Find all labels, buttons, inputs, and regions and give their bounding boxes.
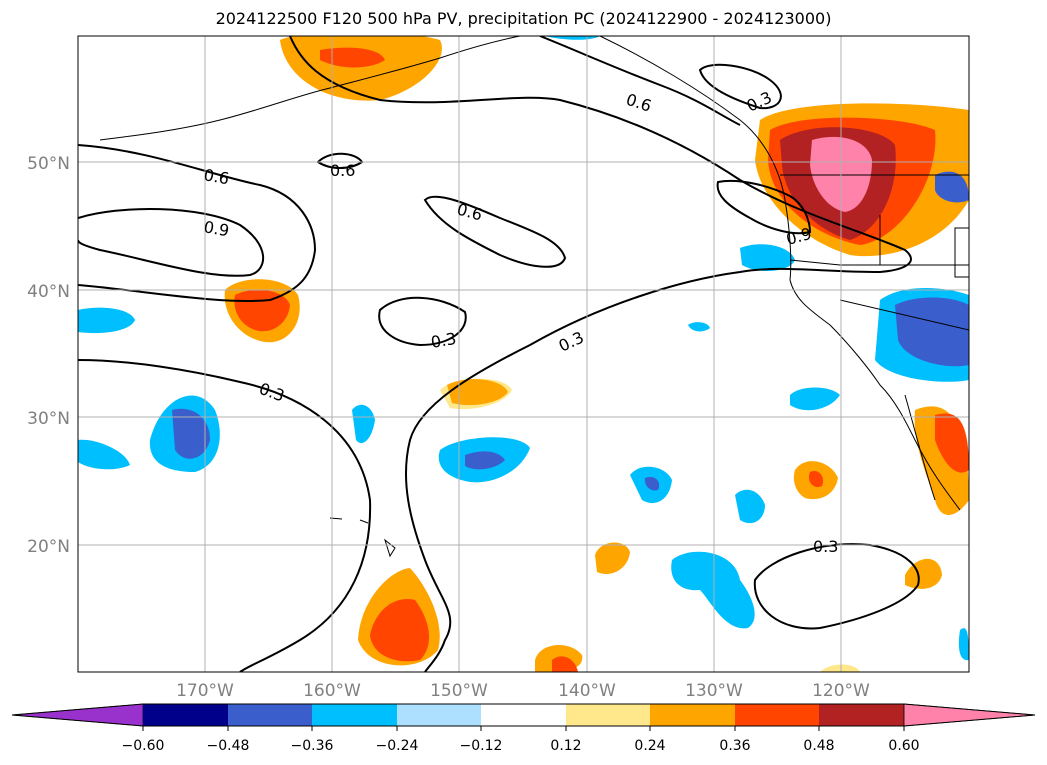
colorbar-segment xyxy=(143,704,228,726)
lon-label: 140°W xyxy=(558,681,616,701)
colorbar-tick-label: 0.48 xyxy=(803,738,834,754)
colorbar-segment xyxy=(312,704,397,726)
colorbar-segment xyxy=(397,704,481,726)
colorbar-extend-max xyxy=(903,703,1036,727)
map-border xyxy=(77,35,970,673)
colorbar-tick-label: −0.24 xyxy=(376,738,419,754)
lon-label: 130°W xyxy=(685,681,743,701)
contour-label: 0.3 xyxy=(813,537,838,556)
lon-label: 170°W xyxy=(176,681,234,701)
lat-label: 30°N xyxy=(27,409,70,429)
longitude-labels: 170°W 160°W 150°W 140°W 130°W 120°W xyxy=(176,681,870,701)
map-panel: 0.6 0.6 0.9 0.6 0.6 0.3 0.9 0.3 0.3 0.3 … xyxy=(77,35,970,673)
colorbar-segment xyxy=(735,704,819,726)
colorbar-tick-label: −0.36 xyxy=(291,738,334,754)
precipitation-shading xyxy=(78,36,969,672)
coastlines xyxy=(99,36,969,558)
colorbar-tick-label: 0.36 xyxy=(719,738,750,754)
colorbar-extend-min xyxy=(11,703,144,727)
lat-label: 50°N xyxy=(27,154,70,174)
lon-label: 160°W xyxy=(303,681,361,701)
contour-label: 0.6 xyxy=(202,165,230,188)
colorbar-tick-label: 0.24 xyxy=(634,738,665,754)
colorbar-segment xyxy=(481,704,566,726)
colorbar-tick-label: 0.12 xyxy=(550,738,581,754)
colorbar-tick-label: −0.60 xyxy=(122,738,165,754)
colorbar-tick-labels: −0.60 −0.48 −0.36 −0.24 −0.12 0.12 0.24 … xyxy=(122,738,920,754)
colorbar-tick-label: 0.60 xyxy=(888,738,919,754)
contour-label: 0.6 xyxy=(330,161,355,180)
colorbar-tick-label: −0.12 xyxy=(460,738,503,754)
lat-label: 40°N xyxy=(27,282,70,302)
contour-label: 0.9 xyxy=(202,217,230,240)
graticule xyxy=(78,36,969,672)
colorbar-tick-label: −0.48 xyxy=(207,738,250,754)
map-title: 2024122500 F120 500 hPa PV, precipitatio… xyxy=(215,9,832,28)
colorbar: −0.60 −0.48 −0.36 −0.24 −0.12 0.12 0.24 … xyxy=(11,703,1036,754)
latitude-labels: 50°N 40°N 30°N 20°N xyxy=(27,154,70,557)
lon-label: 150°W xyxy=(430,681,488,701)
colorbar-segment xyxy=(228,704,312,726)
lon-label: 120°W xyxy=(812,681,870,701)
contour-label: 0.3 xyxy=(429,329,457,352)
lat-label: 20°N xyxy=(27,537,70,557)
colorbar-segment xyxy=(650,704,735,726)
colorbar-ticks xyxy=(142,726,905,731)
colorbar-segment xyxy=(566,704,650,726)
colorbar-segment xyxy=(819,704,904,726)
